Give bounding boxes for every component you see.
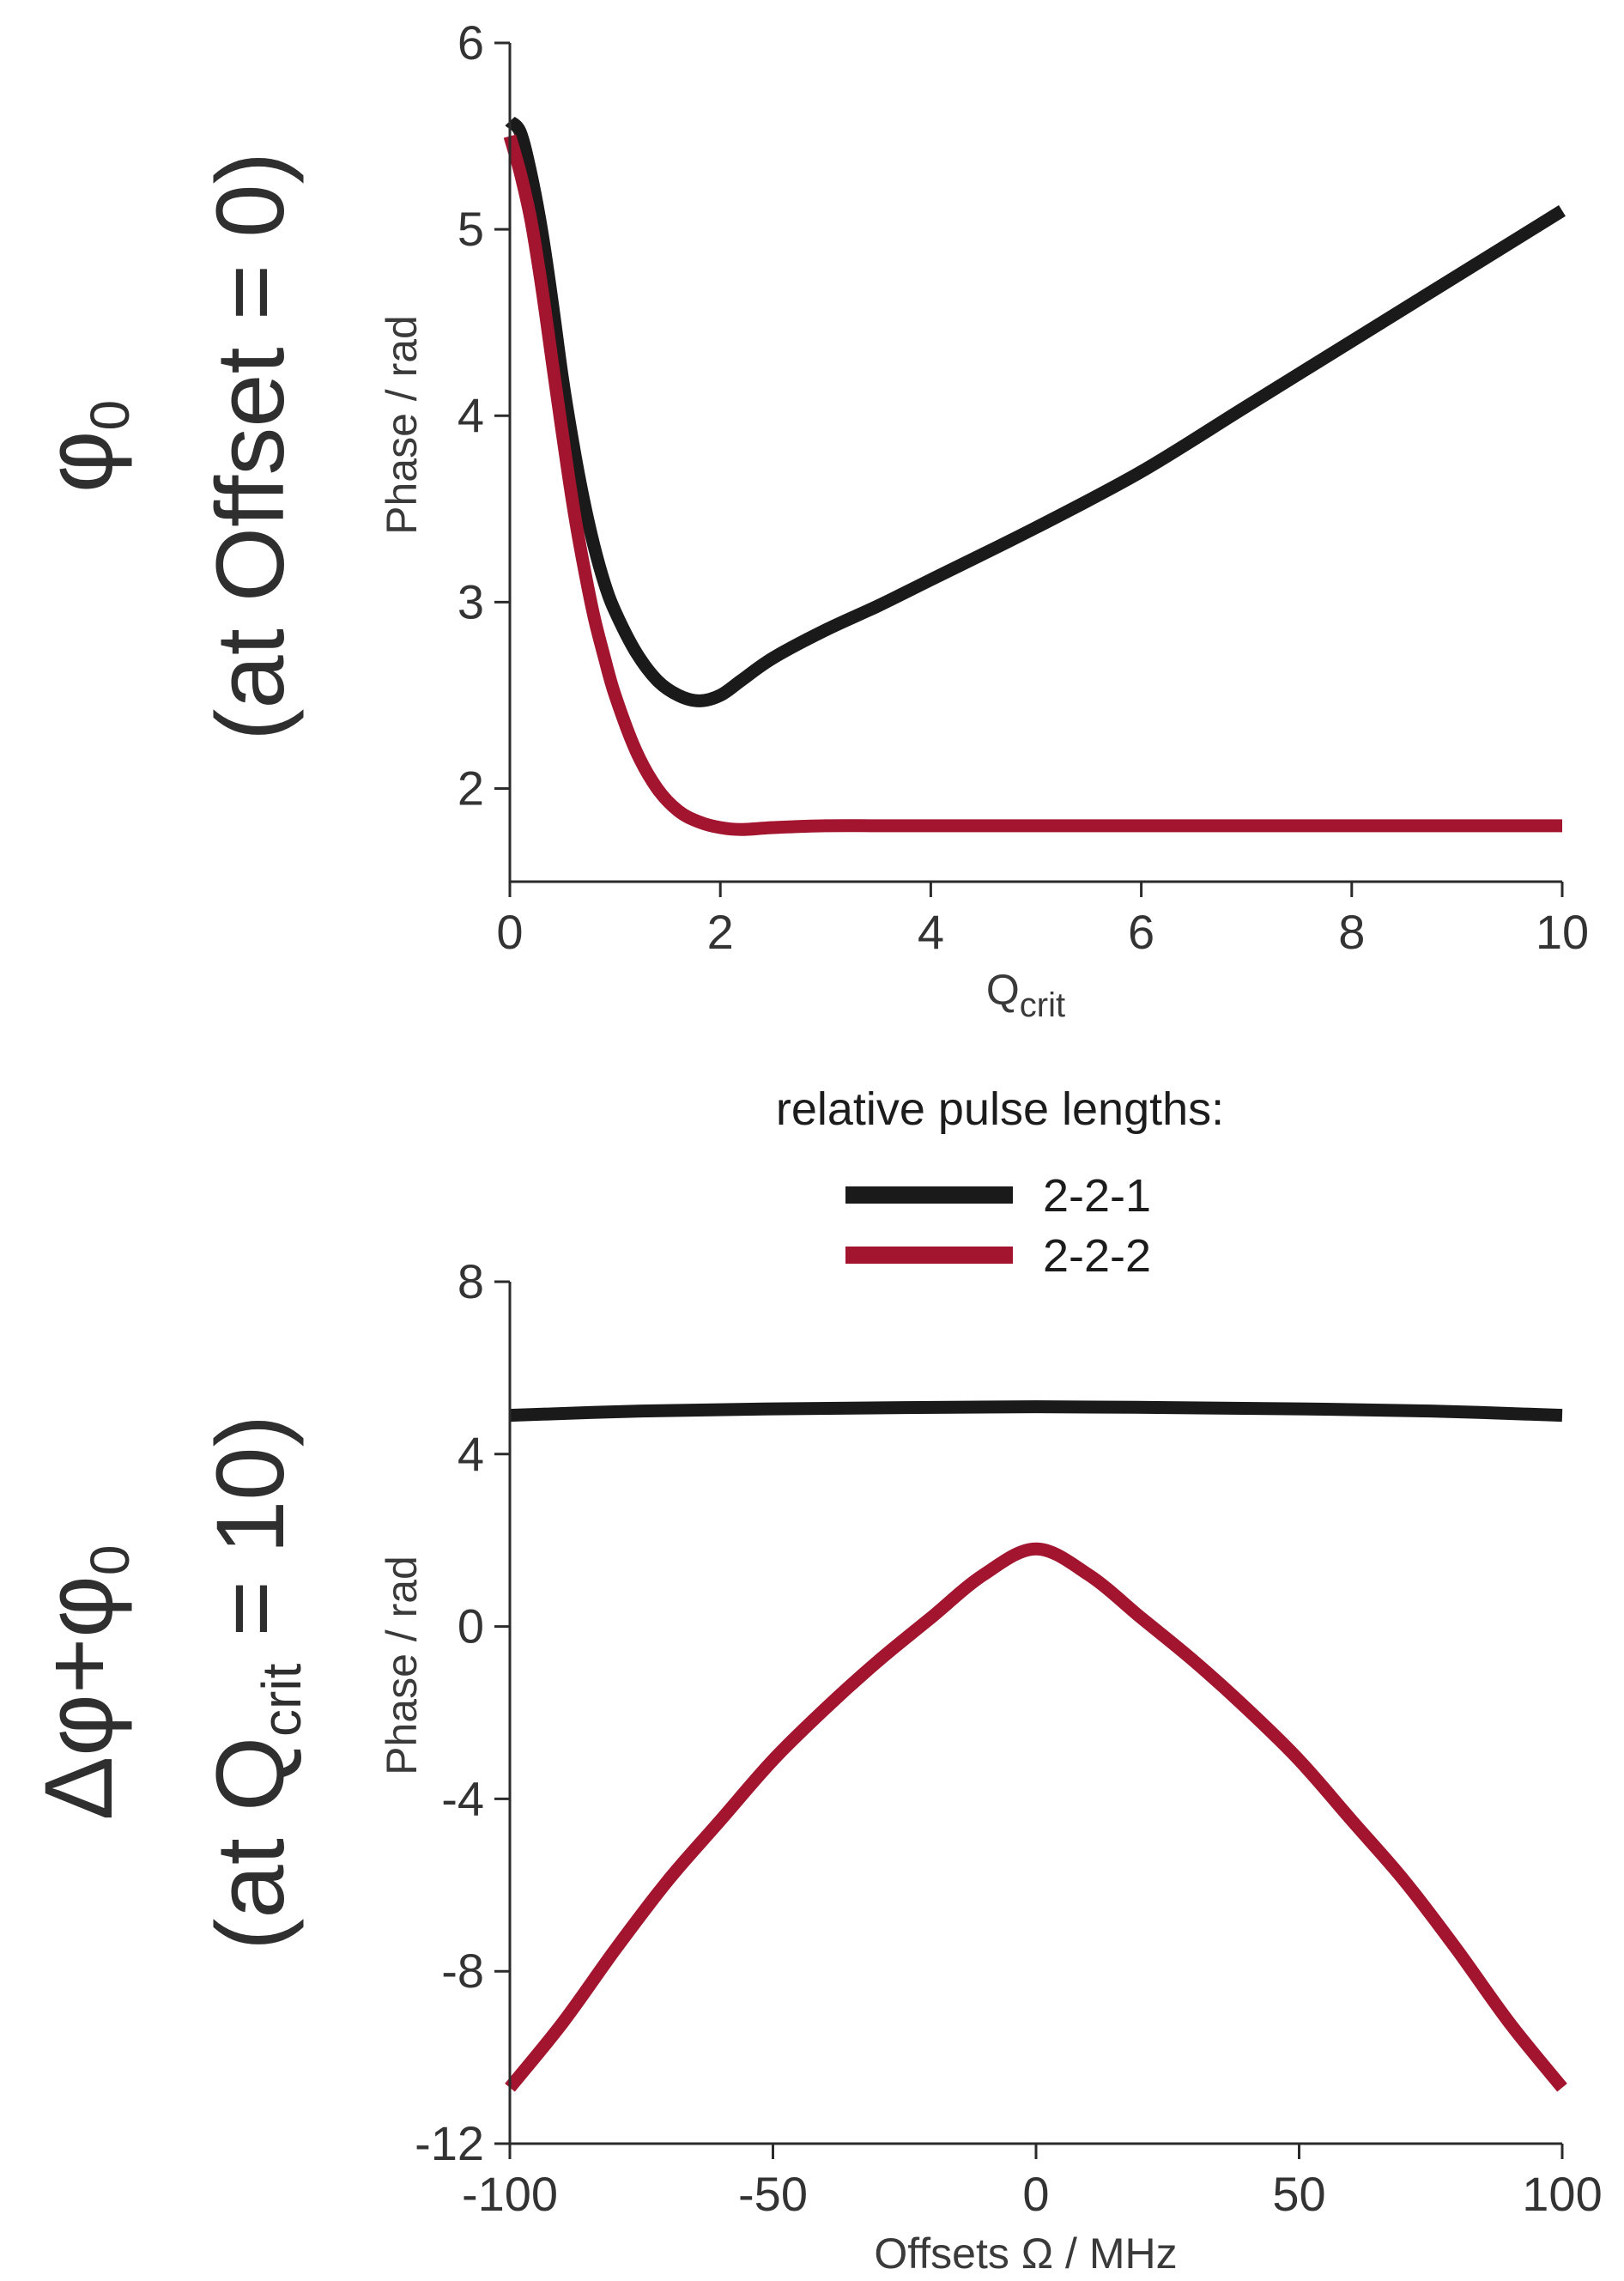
series-line-2-2-1 — [505, 116, 1566, 707]
x-tick-label: 0 — [496, 905, 523, 959]
y-tick-label: 4 — [458, 1427, 484, 1481]
x-tick-label: 6 — [1128, 905, 1154, 959]
bottom-row-label-line2: (at Qcrit = 10) — [197, 1415, 312, 1950]
bottom-row-label: Δφ+φ0 (at Qcrit = 10) — [25, 1415, 312, 1950]
bottom-chart-ticks: -100 -50 0 50 100 -12 -8 -4 0 4 8 — [415, 1254, 1603, 2221]
top-chart-ticks: 0 2 4 6 8 10 2 3 4 5 6 — [458, 15, 1589, 959]
top-row-label-line1: φ0 — [25, 400, 141, 493]
x-tick-label: 2 — [707, 905, 734, 959]
y-tick-label: 5 — [458, 202, 484, 256]
y-tick-label: 3 — [458, 574, 484, 628]
legend: relative pulse lengths: 2-2-1 2-2-2 — [776, 1083, 1224, 1282]
top-chart-x-label: Qcrit — [986, 966, 1065, 1024]
top-chart-y-label: Phase / rad — [378, 315, 426, 535]
x-tick-label: 8 — [1338, 905, 1365, 959]
y-tick-label: 2 — [458, 761, 484, 815]
x-tick-label: -50 — [738, 2167, 808, 2221]
y-tick-label: -4 — [441, 1771, 484, 1825]
x-tick-label: 100 — [1522, 2167, 1602, 2221]
x-tick-label: 0 — [1022, 2167, 1049, 2221]
legend-label-2-2-1: 2-2-1 — [1043, 1170, 1151, 1222]
series-line-2-2-2 — [503, 134, 1562, 836]
bottom-chart: -100 -50 0 50 100 -12 -8 -4 0 4 8 Phase / rad Offs… — [378, 1254, 1603, 2278]
x-tick-label: 50 — [1272, 2167, 1325, 2221]
legend-label-2-2-2: 2-2-2 — [1043, 1230, 1151, 1282]
y-tick-label: 8 — [458, 1254, 484, 1308]
y-tick-label: 6 — [458, 15, 484, 70]
bottom-chart-series — [505, 1400, 1567, 2092]
y-tick-label: 0 — [458, 1599, 484, 1653]
top-chart: 0 2 4 6 8 10 2 3 4 5 6 Phase / rad Qcrit — [378, 15, 1589, 1024]
top-row-label: φ0 (at Offset = 0) — [25, 152, 304, 741]
y-tick-label: 4 — [458, 388, 484, 442]
y-tick-label: -12 — [415, 2116, 484, 2170]
legend-title: relative pulse lengths: — [776, 1083, 1224, 1135]
x-tick-label: 10 — [1536, 905, 1589, 959]
series-line-2-2-2 — [505, 1542, 1567, 2092]
bottom-chart-x-label: Offsets Ω / MHz — [874, 2229, 1177, 2278]
top-row-label-line2: (at Offset = 0) — [197, 152, 304, 741]
series-line-2-2-1 — [509, 1400, 1563, 1423]
x-tick-label: 4 — [918, 905, 944, 959]
x-tick-label: -100 — [462, 2167, 558, 2221]
bottom-chart-y-label: Phase / rad — [378, 1556, 426, 1775]
y-tick-label: -8 — [441, 1944, 484, 1998]
bottom-row-label-line1: Δφ+φ0 — [25, 1544, 141, 1820]
top-chart-series — [503, 116, 1566, 836]
